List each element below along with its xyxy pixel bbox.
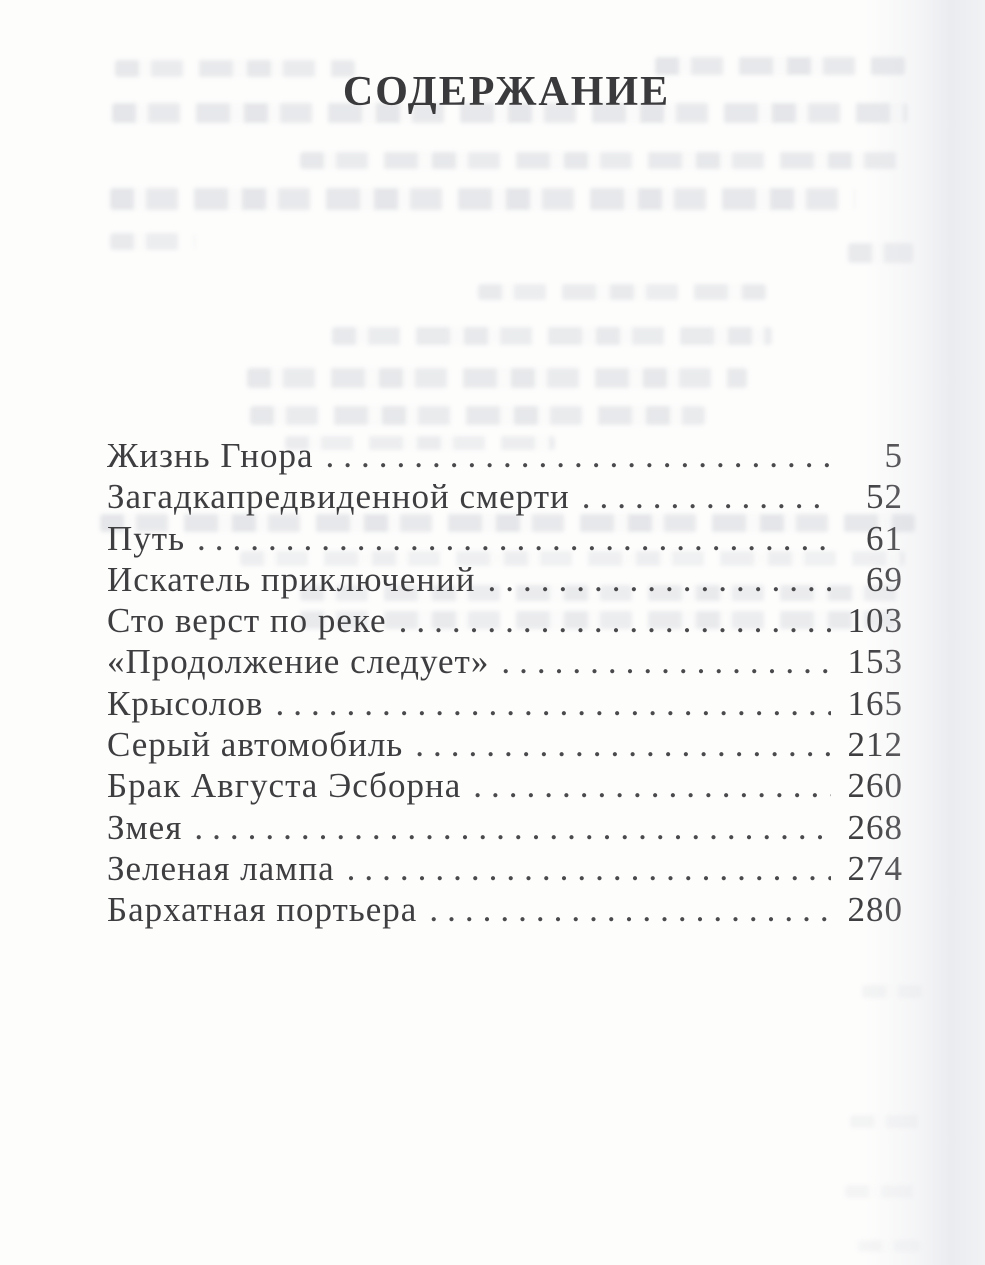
- ghost-text-artifact: [858, 1240, 920, 1252]
- toc-entry-page: 5: [884, 436, 903, 475]
- toc-entry-title: Сто верст по реке: [107, 601, 387, 641]
- toc-entry-title: Загадкапредвиденной смерти: [107, 477, 570, 517]
- toc-entry-page: 165: [847, 683, 903, 723]
- toc-entry-title: Серый автомобиль: [107, 725, 404, 765]
- toc-row: Брак Августа Эсборна ...................…: [107, 766, 903, 807]
- toc-leader-dots: ........................................…: [194, 807, 831, 847]
- toc-leader-dots: ........................................…: [473, 766, 831, 806]
- toc-entry-page: 268: [847, 807, 903, 847]
- toc-list: Жизнь Гнора ............................…: [107, 436, 903, 932]
- ghost-text-artifact: [478, 284, 766, 300]
- toc-row: Крысолов ...............................…: [107, 684, 903, 725]
- toc-row: Загадкапредвиденной смерти .............…: [107, 477, 903, 518]
- ghost-text-artifact: [862, 985, 922, 998]
- ghost-text-artifact: [300, 152, 908, 169]
- toc-leader-dots: ........................................…: [197, 518, 831, 558]
- toc-leader-dots: ........................................…: [275, 683, 831, 723]
- toc-leader-dots: ........................................…: [581, 477, 831, 517]
- toc-entry-page: 69: [866, 559, 903, 599]
- ghost-text-artifact: [848, 243, 913, 263]
- toc-entry-title: Змея: [107, 807, 183, 847]
- toc-leader-dots: ........................................…: [429, 890, 831, 930]
- toc-entry-title: Зеленая лампа: [107, 848, 335, 888]
- ghost-text-artifact: [332, 327, 772, 345]
- toc-row: «Продолжение следует» ..................…: [107, 642, 903, 683]
- toc-entry-title: Искатель приключений: [107, 559, 476, 599]
- toc-entry-title: Бархатная портьера: [107, 890, 418, 930]
- page-title: СОДЕРЖАНИЕ: [342, 69, 671, 116]
- toc-entry-page: 212: [847, 725, 903, 765]
- toc-entry-page: 153: [847, 642, 903, 682]
- ghost-text-artifact: [850, 1115, 920, 1128]
- ghost-text-artifact: [110, 188, 855, 210]
- toc-entry-title: Жизнь Гнора: [107, 436, 314, 475]
- toc-entry-title: Крысолов: [107, 683, 264, 723]
- toc-entry-title: «Продолжение следует»: [107, 642, 490, 682]
- ghost-text-artifact: [110, 233, 195, 250]
- toc-row: Серый автомобиль .......................…: [107, 725, 903, 766]
- toc-entry-page: 52: [866, 477, 903, 517]
- toc-leader-dots: ........................................…: [415, 725, 831, 765]
- toc-leader-dots: ........................................…: [487, 559, 832, 599]
- toc-row: Жизнь Гнора ............................…: [107, 436, 903, 477]
- toc-entry-page: 61: [866, 518, 903, 558]
- toc-entry-page: 280: [847, 890, 903, 930]
- toc-row: Зеленая лампа ..........................…: [107, 849, 903, 890]
- ghost-text-artifact: [250, 406, 705, 425]
- toc-leader-dots: ........................................…: [398, 601, 831, 641]
- toc-entry-page: 274: [847, 848, 903, 888]
- toc-row: Искатель приключений ...................…: [107, 560, 903, 601]
- toc-entry-page: 103: [847, 601, 903, 641]
- ghost-text-artifact: [247, 368, 747, 388]
- toc-leader-dots: ........................................…: [501, 642, 831, 682]
- toc-entry-title: Брак Августа Эсборна: [107, 766, 462, 806]
- toc-row: Путь ...................................…: [107, 519, 903, 560]
- toc-row: Змея ...................................…: [107, 808, 903, 849]
- ghost-text-artifact: [845, 1185, 923, 1198]
- toc-leader-dots: ........................................…: [325, 436, 831, 475]
- toc-entry-page: 260: [847, 766, 903, 806]
- toc-row: Бархатная портьера .....................…: [107, 890, 903, 931]
- toc-row: Сто верст по реке ......................…: [107, 601, 903, 642]
- toc-entry-title: Путь: [107, 518, 186, 558]
- toc-leader-dots: ........................................…: [346, 848, 831, 888]
